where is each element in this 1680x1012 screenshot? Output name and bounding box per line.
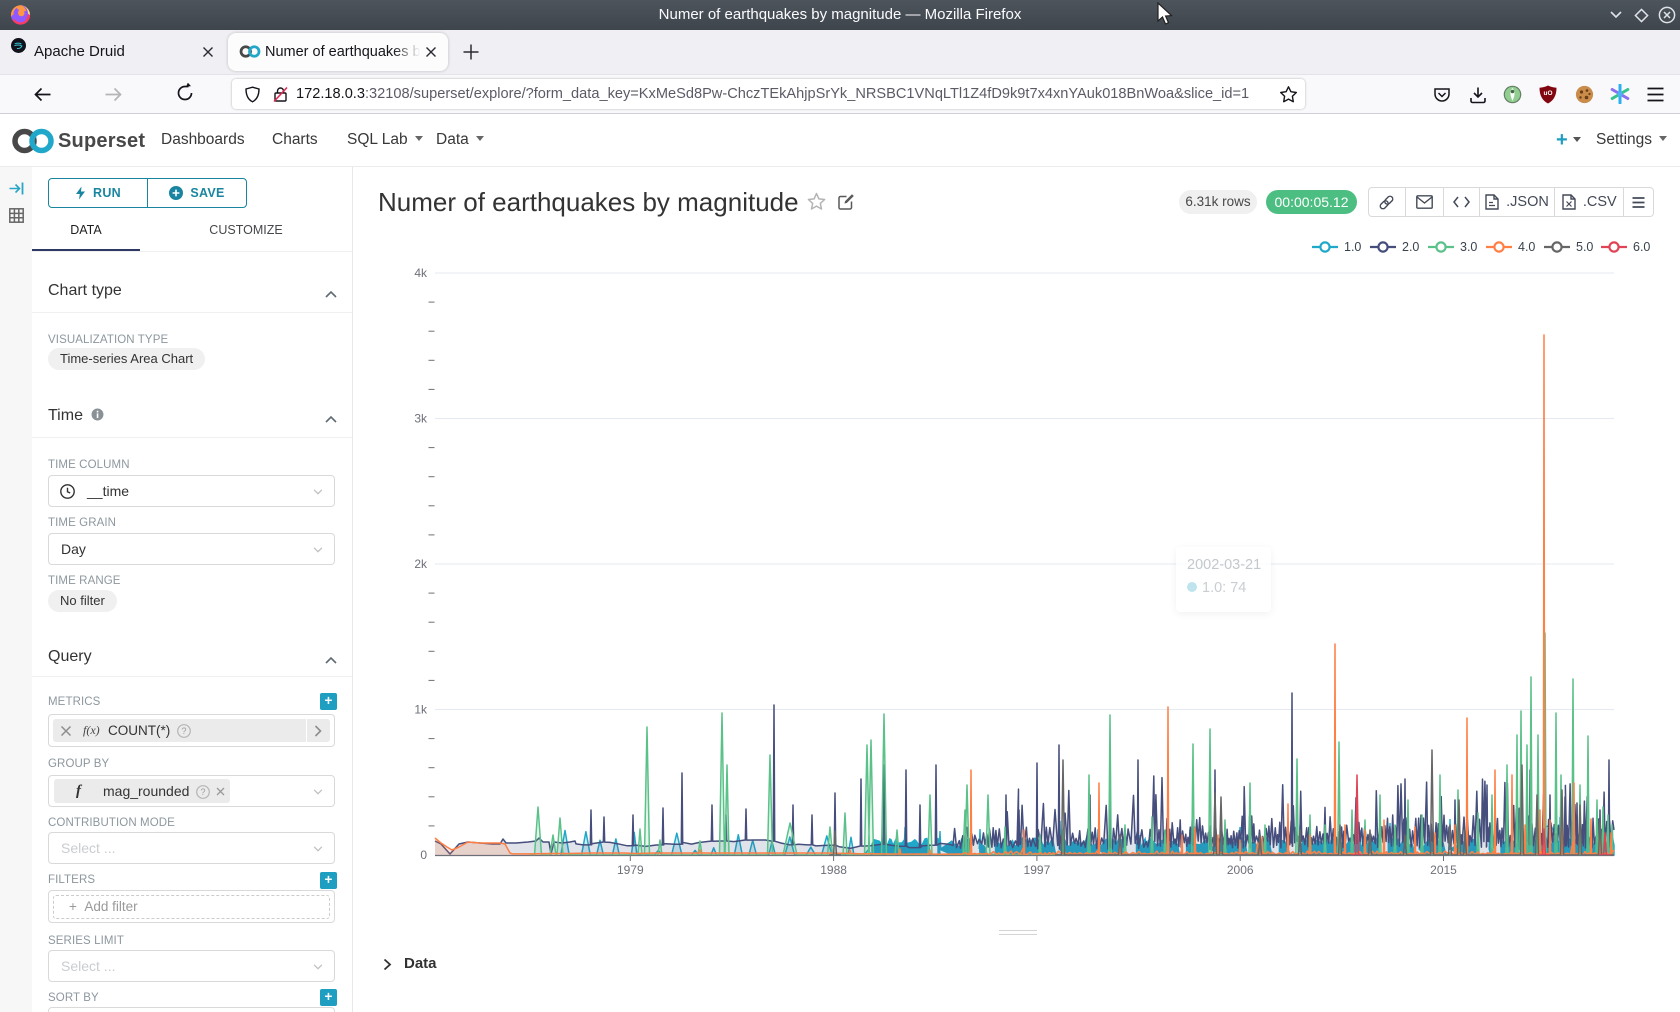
svg-text:4k: 4k (414, 266, 428, 280)
svg-text:2015: 2015 (1430, 863, 1457, 877)
svg-text:?: ? (181, 726, 186, 736)
svg-text:uO: uO (1543, 90, 1552, 97)
svg-text:3k: 3k (414, 412, 428, 426)
svg-text:1k: 1k (414, 703, 428, 717)
svg-text:1988: 1988 (820, 863, 847, 877)
svg-text:1997: 1997 (1024, 863, 1051, 877)
svg-text:?: ? (200, 787, 205, 797)
svg-text:2006: 2006 (1227, 863, 1254, 877)
svg-text:1979: 1979 (617, 863, 644, 877)
svg-text:0: 0 (420, 848, 427, 862)
svg-text:2k: 2k (414, 557, 428, 571)
